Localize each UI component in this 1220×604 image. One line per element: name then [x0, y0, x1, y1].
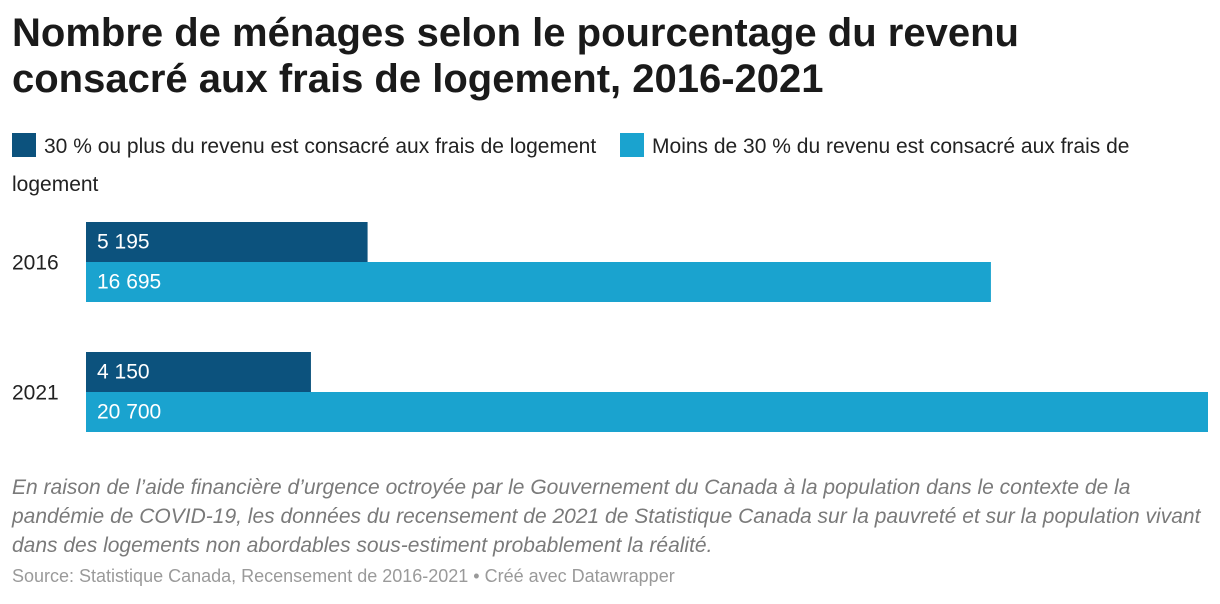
legend-swatch [12, 133, 36, 157]
legend-swatch [620, 133, 645, 157]
value-label: 16 695 [97, 271, 161, 294]
chart: 2016 5 195 16 695 2021 4 150 20 700 [12, 222, 1208, 432]
bar [86, 262, 991, 302]
bar [86, 392, 1208, 432]
category-label: 2021 [12, 382, 59, 405]
bar [86, 352, 311, 392]
bar [86, 222, 368, 262]
value-label: 4 150 [97, 361, 150, 384]
legend-label: 30 % ou plus du revenu est consacré aux … [44, 135, 597, 158]
legend-label: Moins de 30 % du revenu est consacré aux… [12, 135, 1130, 196]
note: En raison de l’aide financière d’urgence… [12, 476, 1201, 557]
chart-title: Nombre de ménages selon le pourcentage d… [12, 11, 1019, 101]
category-label: 2016 [12, 252, 59, 275]
legend: 30 % ou plus du revenu est consacré aux … [12, 128, 1192, 204]
value-label: 20 700 [97, 401, 161, 424]
source: Source: Statistique Canada, Recensement … [12, 566, 675, 586]
value-label: 5 195 [97, 231, 150, 254]
